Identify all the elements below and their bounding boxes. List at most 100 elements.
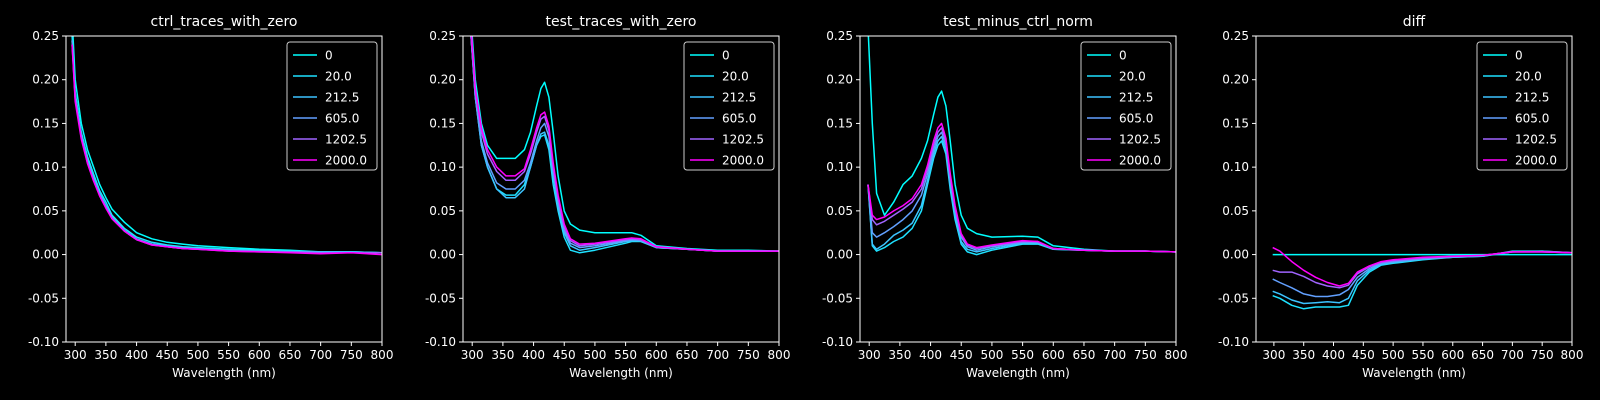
series-group: [71, 36, 382, 256]
x-tick-label: 500: [1382, 348, 1405, 362]
legend-label: 0: [1515, 49, 1523, 63]
legend-label: 20.0: [325, 70, 352, 84]
x-tick-label: 800: [768, 348, 791, 362]
chart-title: ctrl_traces_with_zero: [151, 14, 298, 30]
y-tick-label: 0.20: [32, 73, 59, 87]
legend-label: 2000.0: [325, 154, 367, 168]
y-tick-label: 0.15: [826, 116, 853, 130]
legend-label: 605.0: [722, 112, 756, 126]
x-tick-label: 700: [1501, 348, 1524, 362]
series-group: [1272, 246, 1572, 310]
y-tick-label: 0.05: [429, 204, 456, 218]
series-line-2000.0: [470, 36, 779, 252]
axes-frame: [859, 35, 1177, 343]
legend-label: 1202.5: [1515, 133, 1557, 147]
y-tick-label: 0.15: [429, 116, 456, 130]
legend-label: 212.5: [1515, 91, 1549, 105]
x-tick-label: 600: [248, 348, 271, 362]
legend-label: 0: [1119, 49, 1127, 63]
y-tick-label: 0.10: [32, 160, 59, 174]
y-tick-label: -0.10: [1218, 335, 1249, 349]
series-line-0: [867, 36, 1176, 253]
y-tick-label: 0.20: [429, 73, 456, 87]
legend: 0 20.0 212.5 605.0 1202.5 2000.0: [286, 41, 378, 171]
x-tick-label: 400: [919, 348, 942, 362]
legend: 0 20.0 212.5 605.0 1202.5 2000.0: [1080, 41, 1172, 171]
x-tick-label: 750: [1531, 348, 1554, 362]
y-tick-label: 0.25: [32, 29, 59, 43]
x-tick-label: 500: [186, 348, 209, 362]
series-line-2000.0: [1272, 246, 1572, 287]
x-tick-label: 350: [491, 348, 514, 362]
legend-label: 605.0: [325, 112, 359, 126]
series-line-20.0: [1272, 250, 1572, 310]
x-tick-label: 650: [279, 348, 302, 362]
x-tick-label: 550: [1411, 348, 1434, 362]
y-tick-label: 0.00: [32, 248, 59, 262]
legend-label: 20.0: [722, 70, 749, 84]
y-tick-label: 0.25: [826, 29, 853, 43]
y-tick-label: 0.05: [826, 204, 853, 218]
y-tick-label: 0.10: [429, 160, 456, 174]
x-tick-label: 700: [706, 348, 729, 362]
x-tick-label: 400: [1322, 348, 1345, 362]
y-tick-label: 0.00: [1222, 248, 1249, 262]
chart-title: test_traces_with_zero: [546, 14, 697, 30]
x-tick-label: 500: [583, 348, 606, 362]
x-tick-label: 500: [980, 348, 1003, 362]
y-tick-label: 0.05: [32, 204, 59, 218]
y-tick-label: 0.00: [429, 248, 456, 262]
y-tick-label: -0.10: [28, 335, 59, 349]
y-tick-label: -0.05: [425, 291, 456, 305]
series-group: [470, 36, 779, 254]
y-tick-label: 0.10: [1222, 160, 1249, 174]
x-tick-label: 750: [737, 348, 760, 362]
axes-frame: [462, 35, 780, 343]
x-tick-label: 550: [1011, 348, 1034, 362]
x-axis-label: Wavelength (nm): [172, 366, 276, 380]
series-line-2000.0: [71, 44, 382, 256]
x-axis-label: Wavelength (nm): [966, 366, 1070, 380]
legend-label: 212.5: [325, 91, 359, 105]
legend-label: 1202.5: [1119, 133, 1161, 147]
x-tick-label: 300: [461, 348, 484, 362]
y-tick-label: -0.05: [822, 291, 853, 305]
x-tick-label: 300: [64, 348, 87, 362]
x-tick-label: 650: [1073, 348, 1096, 362]
legend: 0 20.0 212.5 605.0 1202.5 2000.0: [683, 41, 775, 171]
y-tick-label: 0.10: [826, 160, 853, 174]
x-tick-label: 800: [371, 348, 394, 362]
legend: 0 20.0 212.5 605.0 1202.5 2000.0: [1476, 41, 1568, 171]
y-tick-label: -0.05: [28, 291, 59, 305]
legend-label: 20.0: [1515, 70, 1542, 84]
x-tick-label: 450: [950, 348, 973, 362]
x-tick-label: 400: [125, 348, 148, 362]
chart-panel-4: 300 350 400 450 500 550 600 650 700 750 800 -0.10 -0…: [1218, 14, 1584, 380]
legend-label: 2000.0: [1119, 154, 1161, 168]
legend-box: [683, 41, 775, 171]
x-axis-label: Wavelength (nm): [569, 366, 673, 380]
y-tick-label: 0.00: [826, 248, 853, 262]
x-tick-label: 600: [645, 348, 668, 362]
legend-label: 605.0: [1119, 112, 1153, 126]
x-tick-label: 600: [1441, 348, 1464, 362]
legend-label: 1202.5: [325, 133, 367, 147]
x-tick-label: 450: [156, 348, 179, 362]
legend-label: 1202.5: [722, 133, 764, 147]
x-tick-label: 650: [676, 348, 699, 362]
chart-title: diff: [1403, 14, 1426, 30]
x-tick-label: 400: [522, 348, 545, 362]
x-tick-label: 700: [1103, 348, 1126, 362]
y-tick-label: 0.25: [429, 29, 456, 43]
chart-panel-2: 300 350 400 450 500 550 600 650 700 750 800 -0.10 -0…: [425, 14, 791, 380]
y-tick-label: -0.10: [822, 335, 853, 349]
x-tick-label: 550: [217, 348, 240, 362]
series-line-20.0: [71, 36, 382, 254]
y-tick-label: -0.10: [425, 335, 456, 349]
legend-label: 0: [722, 49, 730, 63]
legend-label: 2000.0: [1515, 154, 1557, 168]
x-tick-label: 450: [553, 348, 576, 362]
y-tick-label: 0.20: [826, 73, 853, 87]
y-tick-label: 0.25: [1222, 29, 1249, 43]
